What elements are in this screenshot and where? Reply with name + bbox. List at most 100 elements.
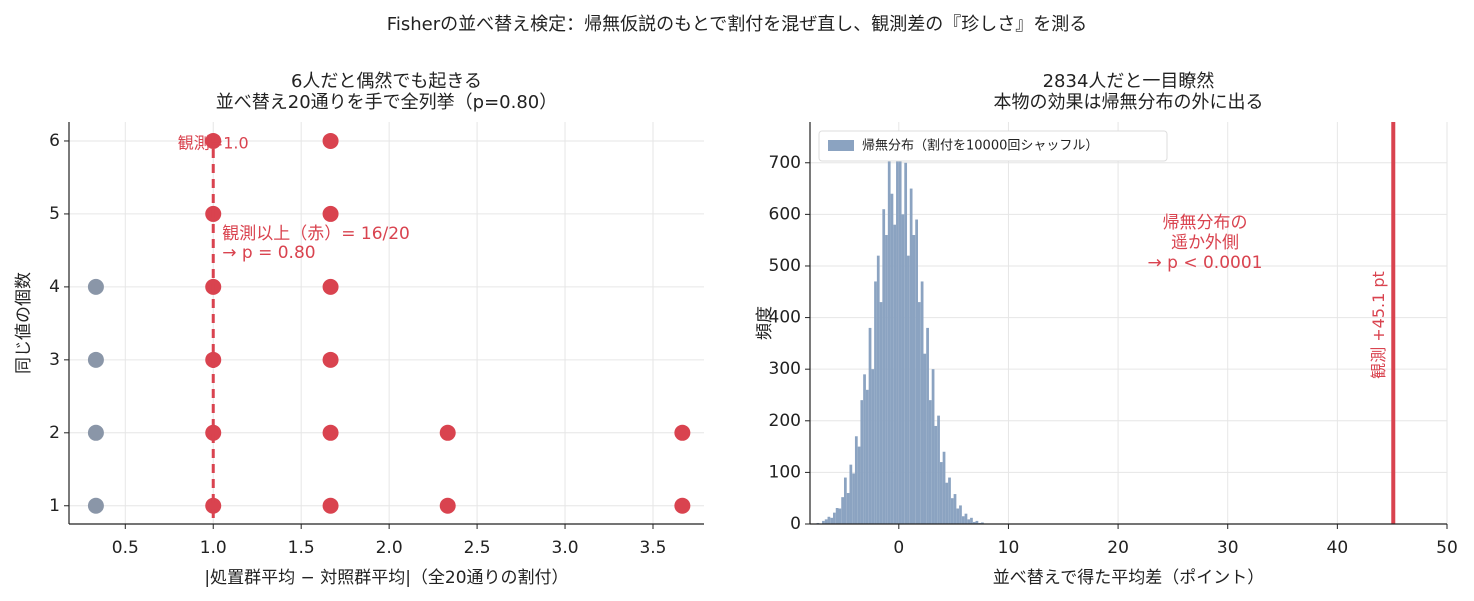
histogram-bar [843,477,847,524]
histogram-bar [942,451,946,524]
histogram-bar [868,327,872,524]
y-axis-label: 頻度 [755,306,775,340]
histogram-bar [950,498,954,524]
x-axis-label: 並べ替えで得た平均差（ポイント） [993,568,1265,588]
annotation: → p < 0.0001 [1148,253,1263,273]
histogram-bar [937,415,940,524]
histogram-bar [896,131,899,524]
chart-title: 2834人だと一目瞭然 [1043,71,1215,92]
annotation: 観測以上（赤）= 16/20 [222,224,410,244]
y-tick-label: 300 [769,359,801,379]
histogram-bar [871,369,875,524]
histogram-bar [893,224,897,525]
histogram-bar [846,493,850,524]
x-tick-label: 0.5 [112,538,139,558]
histogram-bar [835,508,839,524]
chart-title: 並べ替え20通りを手で全列挙（p=0.80） [216,92,558,113]
histogram-bar [975,520,979,524]
histogram-bar [939,462,943,524]
histogram-bar [824,519,828,524]
x-tick-label: 30 [1217,538,1239,558]
point [87,278,104,295]
x-tick-label: 0 [893,538,904,558]
y-tick-label: 500 [769,256,801,276]
chart-title: 6人だと偶然でも起きる [291,71,482,92]
annotation: → p = 0.80 [222,243,315,263]
histogram-bar [822,520,825,524]
histogram-bar [948,477,951,524]
histogram-bar [959,505,962,524]
histogram-bar [830,517,834,524]
x-axis-label: |処置群平均 − 対照群平均|（全20通りの割付） [204,568,568,588]
histogram-bar [917,302,921,524]
histogram-bar [885,235,888,525]
histogram-bar [890,193,894,525]
point [674,497,691,514]
point [87,424,104,441]
x-tick-label: 20 [1107,538,1129,558]
histogram-bar [909,188,913,525]
histogram-bar [912,235,916,525]
y-tick-label: 2 [49,423,60,443]
y-tick-label: 0 [790,514,801,534]
histogram-bar [863,374,866,524]
histogram-bar [904,162,908,525]
y-axis-label: 同じ値の個数 [14,272,34,374]
point [205,424,222,441]
annotation: 帰無分布の [1163,213,1248,233]
point [439,497,456,514]
histogram-bar [874,281,877,524]
point [322,351,339,368]
histogram-bar [854,436,858,524]
legend-label: 帰無分布（割付を10000回シャッフル） [862,138,1098,154]
histogram-bar [860,400,864,524]
figure-title: Fisherの並べ替え検定：帰無仮説のもとで割付を混ぜ直し、観測差の『珍しさ』を… [387,14,1087,35]
histogram-bar [879,302,883,524]
histogram-bar [907,255,910,524]
observed-label: 観測=1.0 [178,134,249,153]
histogram-bar [841,497,844,524]
point [322,132,339,149]
x-tick-label: 10 [998,538,1020,558]
x-tick-label: 1.5 [288,538,315,558]
x-tick-label: 1.0 [200,538,227,558]
y-tick-label: 5 [49,204,60,224]
histogram-bar [887,152,891,525]
point [87,497,104,514]
histogram-bar [967,519,971,524]
histogram-bar [915,219,918,525]
point [439,424,456,441]
y-tick-label: 200 [769,411,801,431]
histogram-bar [934,425,938,524]
histogram-bar [981,522,984,524]
histogram-bar [827,516,831,524]
y-tick-label: 6 [49,131,60,151]
histogram-bar [920,281,924,524]
histogram-bar [876,255,880,524]
point [205,497,222,514]
histogram-bar [849,464,853,524]
observed-label: 観測 +45.1 pt [1369,271,1388,379]
histogram-bar [964,513,968,524]
histogram-bar [972,521,976,524]
y-tick-label: 100 [769,462,801,482]
histogram-bar [953,494,957,524]
histogram-bar [852,473,855,524]
histogram-bar [898,142,902,525]
y-tick-label: 600 [769,204,801,224]
histogram-bar [970,517,973,524]
y-tick-label: 1 [49,496,60,516]
point [322,424,339,441]
histogram-bar [945,482,949,524]
histogram-bar [956,508,960,524]
x-tick-label: 40 [1327,538,1349,558]
histogram-bar [923,353,927,524]
point [322,205,339,222]
histogram-bar [961,516,965,524]
histogram-bar [838,508,842,524]
y-tick-label: 4 [49,277,60,297]
y-tick-label: 700 [769,153,801,173]
point [674,424,691,441]
point [322,278,339,295]
